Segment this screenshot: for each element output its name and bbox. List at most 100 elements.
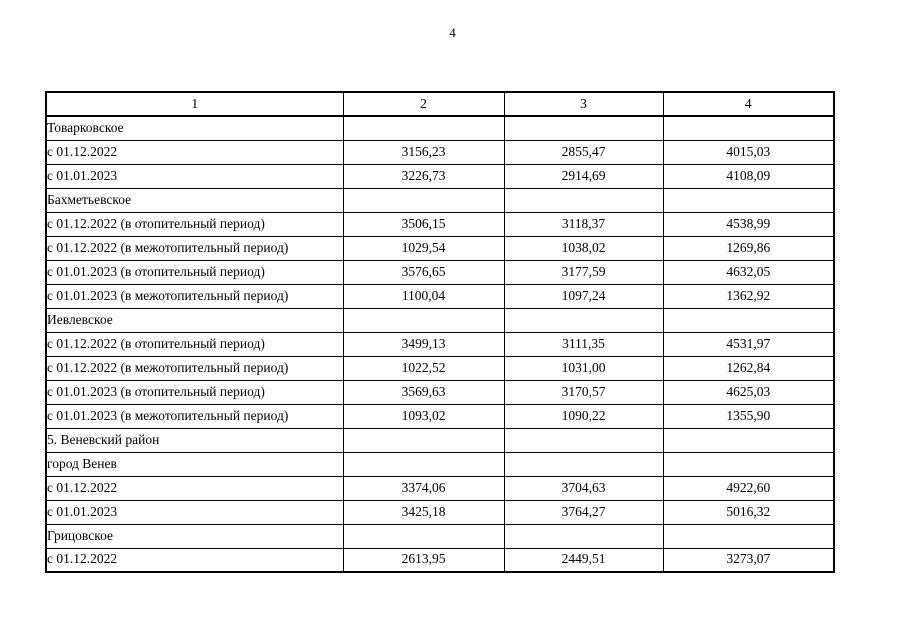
row-label: с 01.01.2023 (в межотопительный период) — [45, 283, 344, 309]
table-row: с 01.01.2023 (в отопительный период) 3569… — [45, 379, 835, 405]
table-row: Иевлевское — [45, 307, 835, 333]
tariff-table: 1 2 3 4 Товарковское с 01.12.2022 3156,23 2… — [45, 91, 835, 573]
cell-value: 3170,57 — [503, 379, 664, 405]
cell-value: 2449,51 — [503, 547, 664, 573]
page-number: 4 — [449, 25, 456, 40]
table-row: 5. Веневский район — [45, 427, 835, 453]
row-label: 5. Веневский район — [45, 427, 344, 453]
cell-value: 3576,65 — [342, 259, 505, 285]
cell-value: 3374,06 — [342, 475, 505, 501]
row-label: Грицовское — [45, 523, 344, 549]
cell-value: 1262,84 — [662, 355, 835, 381]
cell-value: 4531,97 — [662, 331, 835, 357]
cell-value: 1038,02 — [503, 235, 664, 261]
table-row: Грицовское — [45, 523, 835, 549]
row-label: город Венев — [45, 451, 344, 477]
table-row: с 01.01.2023 3425,18 3764,27 5016,32 — [45, 499, 835, 525]
cell-value: 4922,60 — [662, 475, 835, 501]
table-row: с 01.12.2022 (в отопительный период) 3506… — [45, 211, 835, 237]
cell-value — [662, 307, 835, 333]
cell-value: 3156,23 — [342, 139, 505, 165]
cell-value: 4625,03 — [662, 379, 835, 405]
row-label: с 01.12.2022 (в отопительный период) — [45, 211, 344, 237]
row-label: с 01.01.2023 (в отопительный период) — [45, 259, 344, 285]
table-row: с 01.12.2022 (в межотопительный период) 1… — [45, 355, 835, 381]
column-header-4: 4 — [662, 91, 835, 117]
table-row: с 01.12.2022 (в межотопительный период) 1… — [45, 235, 835, 261]
column-header-1: 1 — [45, 91, 344, 117]
cell-value: 4015,03 — [662, 139, 835, 165]
cell-value — [342, 307, 505, 333]
cell-value: 1090,22 — [503, 403, 664, 429]
table-body: Товарковское с 01.12.2022 3156,23 2855,47 40… — [45, 115, 835, 573]
cell-value: 3499,13 — [342, 331, 505, 357]
cell-value — [503, 187, 664, 213]
row-label: с 01.12.2022 — [45, 475, 344, 501]
cell-value: 3764,27 — [503, 499, 664, 525]
cell-value: 3506,15 — [342, 211, 505, 237]
table-header-row: 1 2 3 4 — [45, 91, 835, 117]
cell-value — [342, 187, 505, 213]
cell-value — [342, 427, 505, 453]
table-row: с 01.12.2022 3156,23 2855,47 4015,03 — [45, 139, 835, 165]
row-label: с 01.12.2022 — [45, 139, 344, 165]
row-label: с 01.01.2023 (в отопительный период) — [45, 379, 344, 405]
row-label: с 01.12.2022 (в межотопительный период) — [45, 355, 344, 381]
cell-value — [503, 427, 664, 453]
table-row: Товарковское — [45, 115, 835, 141]
cell-value — [503, 307, 664, 333]
cell-value — [662, 451, 835, 477]
table-row: с 01.01.2023 (в отопительный период) 3576… — [45, 259, 835, 285]
cell-value — [662, 187, 835, 213]
cell-value: 3226,73 — [342, 163, 505, 189]
cell-value: 3425,18 — [342, 499, 505, 525]
cell-value: 1097,24 — [503, 283, 664, 309]
table-row: с 01.01.2023 3226,73 2914,69 4108,09 — [45, 163, 835, 189]
table-row: с 01.12.2022 2613,95 2449,51 3273,07 — [45, 547, 835, 573]
cell-value — [342, 115, 505, 141]
cell-value: 1362,92 — [662, 283, 835, 309]
row-label: Товарковское — [45, 115, 344, 141]
cell-value: 2914,69 — [503, 163, 664, 189]
cell-value — [503, 451, 664, 477]
cell-value: 1093,02 — [342, 403, 505, 429]
cell-value: 3177,59 — [503, 259, 664, 285]
cell-value — [662, 115, 835, 141]
row-label: с 01.01.2023 — [45, 163, 344, 189]
cell-value: 1029,54 — [342, 235, 505, 261]
cell-value: 4632,05 — [662, 259, 835, 285]
row-label: с 01.01.2023 (в межотопительный период) — [45, 403, 344, 429]
cell-value — [342, 451, 505, 477]
row-label: с 01.12.2022 — [45, 547, 344, 573]
cell-value: 4108,09 — [662, 163, 835, 189]
cell-value: 2613,95 — [342, 547, 505, 573]
cell-value: 5016,32 — [662, 499, 835, 525]
cell-value: 1022,52 — [342, 355, 505, 381]
cell-value: 3704,63 — [503, 475, 664, 501]
table-row: город Венев — [45, 451, 835, 477]
table-row: с 01.12.2022 (в отопительный период) 3499… — [45, 331, 835, 357]
cell-value — [503, 115, 664, 141]
column-header-2: 2 — [342, 91, 505, 117]
cell-value: 1031,00 — [503, 355, 664, 381]
cell-value: 3118,37 — [503, 211, 664, 237]
cell-value: 1355,90 — [662, 403, 835, 429]
cell-value: 2855,47 — [503, 139, 664, 165]
row-label: Бахметьевское — [45, 187, 344, 213]
row-label: с 01.01.2023 — [45, 499, 344, 525]
cell-value — [662, 523, 835, 549]
cell-value: 3273,07 — [662, 547, 835, 573]
cell-value — [662, 427, 835, 453]
cell-value: 1100,04 — [342, 283, 505, 309]
table-row: с 01.01.2023 (в межотопительный период) 1… — [45, 283, 835, 309]
table-row: Бахметьевское — [45, 187, 835, 213]
cell-value: 3569,63 — [342, 379, 505, 405]
table-row: с 01.12.2022 3374,06 3704,63 4922,60 — [45, 475, 835, 501]
row-label: с 01.12.2022 (в межотопительный период) — [45, 235, 344, 261]
cell-value — [342, 523, 505, 549]
column-header-3: 3 — [503, 91, 664, 117]
cell-value: 3111,35 — [503, 331, 664, 357]
row-label: Иевлевское — [45, 307, 344, 333]
cell-value — [503, 523, 664, 549]
